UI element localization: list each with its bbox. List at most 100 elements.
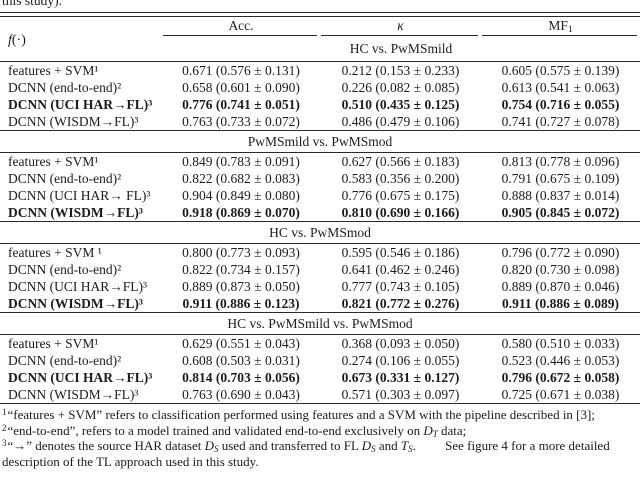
- section-rule: [0, 334, 640, 335]
- section-rule: [0, 221, 640, 222]
- row-label: DCNN (UCI HAR→FL)³: [8, 279, 148, 294]
- row-label: DCNN (end-to-end)²: [8, 262, 122, 277]
- row-label: features + SVM¹: [8, 63, 99, 78]
- footnote-text: used and transferred to FL: [218, 438, 362, 453]
- table-bottom-rule: [0, 403, 640, 404]
- section-rule: [0, 312, 640, 313]
- midrule-acc: [163, 35, 317, 37]
- footnote-text: D: [361, 438, 372, 453]
- footnote-text: T: [432, 428, 438, 439]
- table-row: DCNN (UCI HAR→ FL)³ 0.904 (0.849 ± 0.080)…: [0, 187, 640, 204]
- col-header-mf1: MF1: [481, 17, 640, 35]
- metric-value-cell: 0.274 (0.106 ± 0.055): [341, 353, 460, 368]
- metric-value-cell: 0.613 (0.541 ± 0.063): [501, 80, 620, 95]
- table-row: DCNN (WISDM→FL)³ 0.763 (0.690 ± 0.043) 0.5…: [0, 386, 640, 403]
- metric-value-cell: 0.796 (0.772 ± 0.090): [501, 245, 620, 260]
- metric-value-cell: 0.673 (0.331 ± 0.127): [341, 370, 460, 385]
- metric-value-cell: 0.889 (0.873 ± 0.050): [182, 279, 300, 294]
- footnote-text: and: [375, 438, 401, 453]
- footnote-text: “features + SVM” refers to classificatio…: [7, 407, 595, 422]
- metric-value-cell: 0.822 (0.734 ± 0.157): [182, 262, 300, 277]
- footnote: 1“features + SVM” refers to classificati…: [2, 407, 638, 423]
- footnote: 3“→” denotes the source HAR dataset DS u…: [2, 438, 638, 469]
- metric-value-cell: 0.776 (0.675 ± 0.175): [341, 188, 460, 203]
- midrule-kappa: [321, 35, 478, 37]
- footnote-text: See figure 4 for a more detailed descrip…: [2, 438, 610, 469]
- table-row: features + SVM ¹ 0.800 (0.773 ± 0.093) 0.5…: [0, 244, 640, 261]
- table-row: features + SVM¹ 0.671 (0.576 ± 0.131) 0.21…: [0, 62, 640, 79]
- col-header-acc-label: Acc.: [228, 18, 254, 33]
- row-label: features + SVM¹: [8, 336, 99, 351]
- footnote-text: data;: [437, 422, 467, 438]
- metric-header-row: Acc. κ MF1: [0, 17, 640, 35]
- col-header-kappa: κ: [320, 17, 481, 35]
- row-label: DCNN (UCI HAR→ FL)³: [8, 188, 151, 203]
- metric-value-cell: 0.918 (0.869 ± 0.070): [182, 205, 300, 220]
- table-row: features + SVM¹ 0.629 (0.551 ± 0.043) 0.36…: [0, 335, 640, 352]
- row-label: DCNN (end-to-end)²: [8, 171, 122, 186]
- row-label: DCNN (WISDM→FL)³: [8, 205, 143, 220]
- row-label: DCNN (WISDM→FL)³: [8, 114, 139, 129]
- caption-remnant-text: this study).: [2, 0, 63, 8]
- metric-value-cell: 0.810 (0.690 ± 0.166): [341, 205, 460, 220]
- footnotes: 1“features + SVM” refers to classificati…: [0, 404, 640, 469]
- f-column-header: f(·): [0, 33, 162, 62]
- table-row: DCNN (UCI HAR→FL)³ 0.776 (0.741 ± 0.051) 0…: [0, 96, 640, 113]
- footnote-text: D: [423, 422, 433, 438]
- metric-value-cell: 0.671 (0.576 ± 0.131): [182, 63, 300, 78]
- metric-value-cell: 0.776 (0.741 ± 0.051): [182, 97, 300, 112]
- footnote-text: .: [412, 438, 420, 453]
- footnote-text: “end-to-end”, refers to a model trained …: [7, 422, 424, 438]
- section-rule: [0, 130, 640, 131]
- metric-value-cell: 0.629 (0.551 ± 0.043): [182, 336, 300, 351]
- section-title: HC vs. PwMSmod: [269, 225, 371, 240]
- table-row: DCNN (UCI HAR→FL)³ 0.814 (0.703 ± 0.056) 0…: [0, 369, 640, 386]
- metric-value-cell: 0.571 (0.303 ± 0.097): [341, 387, 460, 402]
- table-row: DCNN (end-to-end)² 0.822 (0.682 ± 0.083) 0…: [0, 170, 640, 187]
- footnote-marker: 2: [2, 422, 7, 433]
- metric-value-cell: 0.608 (0.503 ± 0.031): [182, 353, 300, 368]
- metric-value-cell: 0.849 (0.783 ± 0.091): [182, 154, 300, 169]
- section-title: PwMSmild vs. PwMSmod: [247, 134, 393, 149]
- footnote-text: S: [214, 444, 219, 454]
- table-body: features + SVM¹ 0.671 (0.576 ± 0.131) 0.21…: [0, 61, 640, 403]
- f-column-header-text: f(·): [8, 29, 26, 53]
- table-row: DCNN (WISDM→FL)³ 0.918 (0.869 ± 0.070) 0.8…: [0, 204, 640, 221]
- table-row: DCNN (UCI HAR→FL)³ 0.889 (0.873 ± 0.050) 0…: [0, 278, 640, 295]
- metric-value-cell: 0.821 (0.772 ± 0.276): [341, 296, 460, 311]
- metric-value-cell: 0.725 (0.671 ± 0.038): [501, 387, 620, 402]
- metric-value-cell: 0.510 (0.435 ± 0.125): [341, 97, 460, 112]
- col-header-mf1-label: MF: [548, 18, 568, 33]
- metric-value-cell: 0.820 (0.730 ± 0.098): [501, 262, 620, 277]
- metric-value-cell: 0.763 (0.690 ± 0.043): [182, 387, 300, 402]
- table-header: Acc. κ MF1 f(·) HC vs. PwMSmild: [0, 17, 640, 61]
- metric-value-cell: 0.822 (0.682 ± 0.083): [182, 171, 300, 186]
- column-midrules: [0, 35, 640, 37]
- col-header-kappa-label: κ: [397, 18, 404, 33]
- metric-value-cell: 0.911 (0.886 ± 0.123): [182, 296, 300, 311]
- metric-value-cell: 0.605 (0.575 ± 0.139): [501, 63, 620, 78]
- table-row: DCNN (WISDM→FL)³ 0.911 (0.886 ± 0.123) 0.8…: [0, 295, 640, 312]
- row-label: DCNN (WISDM→FL)³: [8, 296, 143, 311]
- metric-value-cell: 0.641 (0.462 ± 0.246): [341, 262, 460, 277]
- metric-value-cell: 0.800 (0.773 ± 0.093): [182, 245, 300, 260]
- row-label: DCNN (end-to-end)²: [8, 353, 122, 368]
- metric-value-cell: 0.658 (0.601 ± 0.090): [182, 80, 300, 95]
- midrule-mf1: [482, 35, 637, 37]
- metric-value-cell: 0.754 (0.716 ± 0.055): [501, 97, 620, 112]
- row-label: features + SVM ¹: [8, 245, 102, 260]
- metric-value-cell: 0.226 (0.082 ± 0.085): [341, 80, 460, 95]
- metric-value-cell: 0.627 (0.566 ± 0.183): [341, 154, 460, 169]
- footnote-text: D: [204, 438, 214, 453]
- row-label: features + SVM¹: [8, 154, 99, 169]
- section-title-hc-vs-pwmsmild: HC vs. PwMSmild: [349, 41, 453, 56]
- table-top-rule: [0, 12, 640, 17]
- metric-value-cell: 0.791 (0.675 ± 0.109): [501, 171, 620, 186]
- footnote-text: T: [400, 438, 409, 453]
- metric-value-cell: 0.763 (0.733 ± 0.072): [182, 114, 300, 129]
- caption-remnant: this study).: [0, 0, 640, 9]
- section-rule: [0, 61, 640, 62]
- section-title: HC vs. PwMSmild vs. PwMSmod: [227, 316, 413, 331]
- section-rule: [0, 243, 640, 244]
